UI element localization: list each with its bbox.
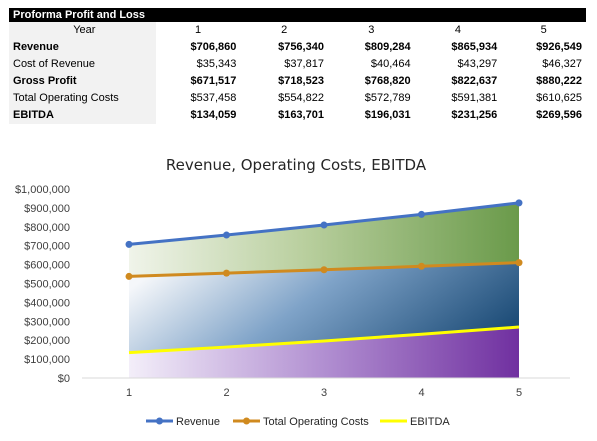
table-cell: $40,464 [370,58,411,70]
year-header-cell: 3 [368,24,375,36]
operating-costs-point [515,259,523,267]
x-tick-label: 2 [223,387,229,399]
table-cell: $591,381 [451,92,498,104]
table-cell: $537,458 [190,92,237,104]
x-axis: 1 2 3 4 5 [82,377,570,399]
operating-costs-point [223,269,230,277]
y-tick-label: $800,000 [24,222,70,234]
table-cell: $865,934 [451,41,498,53]
table-cell: $269,596 [536,109,582,121]
y-tick-label: $900,000 [24,203,70,215]
legend-label-revenue: Revenue [176,416,220,428]
row-label: Total Operating Costs [9,90,156,107]
table-cell: $756,340 [278,41,324,53]
operating-costs-point [418,262,425,270]
table-cell: $880,222 [536,75,582,87]
year-header-cell: 4 [454,24,461,36]
row-label: Cost of Revenue [9,56,156,73]
revenue-area [129,202,519,277]
table-cell: $572,789 [364,92,411,104]
table-cell: $718,523 [278,75,324,87]
profit-loss-table: Year 1 2 3 4 5 Revenue $706,860 $756,340 $809,284… [9,22,586,124]
table-cell: $768,820 [364,75,411,87]
legend-marker-operating-costs [243,417,250,425]
table-title-bar: Proforma Profit and Loss [9,8,586,22]
table-cell: $196,031 [364,109,411,121]
table-cell: $134,059 [190,109,237,121]
chart-legend: Revenue Total Operating Costs EBITDA [146,416,450,428]
revenue-point [223,231,230,239]
table-row: Gross Profit $671,517 $718,523 $768,820 $822… [9,73,586,90]
table-cell: $231,256 [451,109,498,121]
operating-costs-area [129,262,519,353]
row-label: Revenue [9,39,156,56]
row-label: Gross Profit [9,73,156,90]
table-cell: $554,822 [278,92,324,104]
year-header-cell: 1 [194,24,202,36]
ebitda-line [128,325,520,355]
chart-lines [125,199,523,355]
x-tick-label: 3 [321,387,327,399]
revenue-point [125,240,133,248]
legend-label-ebitda: EBITDA [410,416,450,428]
table-row: Revenue $706,860 $756,340 $809,284 $865,934 $… [9,39,586,56]
row-label: EBITDA [9,107,156,124]
table-cell: $43,297 [457,58,498,70]
y-tick-label: $100,000 [24,354,70,366]
table-cell: $46,327 [542,58,582,70]
year-header-label: Year [9,22,156,39]
y-tick-label: $1,000,000 [15,184,70,196]
y-tick-label: $200,000 [24,335,70,347]
y-tick-label: $600,000 [24,260,70,272]
table-cell: $163,701 [278,109,324,121]
y-tick-label: $400,000 [24,297,70,309]
legend-label-operating-costs: Total Operating Costs [263,416,369,428]
table-cell: $610,625 [536,92,582,104]
table-cell: $37,817 [284,58,324,70]
table-title: Proforma Profit and Loss [13,9,146,21]
y-tick-label: $0 [58,373,70,385]
x-tick-label: 5 [516,387,522,399]
legend-marker-revenue [156,417,163,425]
revenue-point [515,199,523,207]
table-cell: $671,517 [190,75,237,87]
operating-costs-point [125,272,133,280]
table-row: EBITDA $134,059 $163,701 $196,031 $231,256 $2… [9,107,586,124]
year-header-cell: 5 [540,24,547,36]
table-row: Total Operating Costs $537,458 $554,822 $57… [9,90,586,107]
ebitda-area [129,327,519,378]
table-header-row: Year 1 2 3 4 5 [9,22,586,39]
table-cell: $926,549 [536,41,582,53]
y-axis: $0 $100,000 $200,000 $300,000 $400,000 $500,0… [15,184,70,385]
operating-costs-point [320,266,328,274]
revenue-point [320,221,328,229]
table-row: Cost of Revenue $35,343 $37,817 $40,464 $43,… [9,56,586,73]
table-cell: $35,343 [196,58,237,70]
y-tick-label: $500,000 [24,279,70,291]
year-header-cell: 2 [281,24,288,36]
x-tick-label: 1 [126,387,132,399]
x-tick-label: 4 [418,387,424,399]
y-tick-label: $700,000 [24,241,70,253]
revenue-costs-ebitda-chart: Revenue, Operating Costs, EBITDA $0 $100,… [15,156,570,428]
chart-title: Revenue, Operating Costs, EBITDA [166,156,427,174]
chart-areas [129,202,519,378]
table-cell: $809,284 [364,41,411,53]
revenue-point [418,210,425,218]
table-cell: $822,637 [451,75,498,87]
table-cell: $706,860 [190,41,237,53]
y-tick-label: $300,000 [24,316,70,328]
